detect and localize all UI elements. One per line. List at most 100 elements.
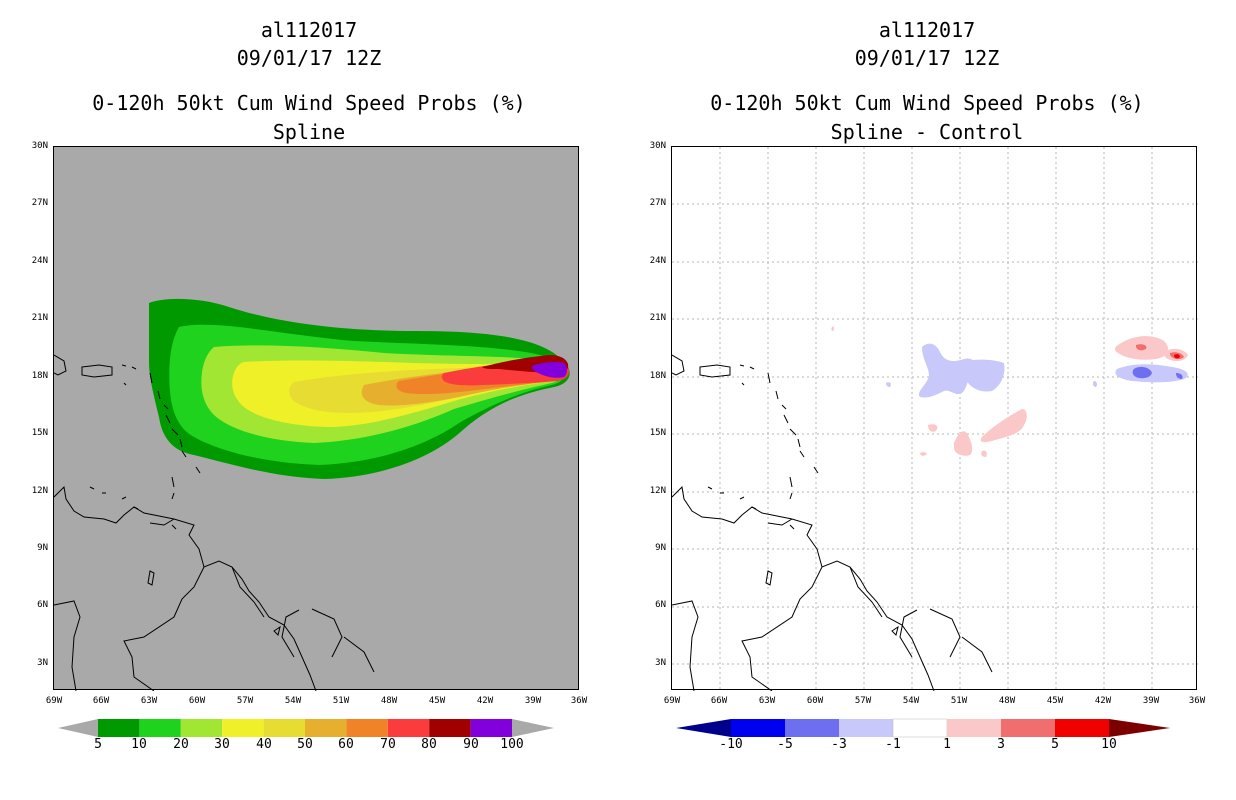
diff-positive-area	[980, 409, 1027, 443]
lat-label: 24N	[649, 256, 666, 266]
lat-label: 18N	[31, 371, 48, 381]
lat-label: 15N	[31, 428, 48, 438]
colorbar-segment	[785, 719, 839, 737]
trinidad-coast	[149, 518, 177, 530]
venezuela-coast	[54, 485, 317, 691]
lon-label: 36W	[570, 696, 588, 706]
method-subtitle: Spline	[272, 120, 346, 144]
difference-map	[672, 147, 1198, 691]
colorbar-segment	[305, 719, 347, 737]
colorbar-label: 90	[463, 737, 479, 752]
lat-label: 18N	[649, 371, 666, 381]
south-america-interior	[672, 566, 993, 691]
colorbar-label: 70	[380, 737, 396, 752]
storm-id-title: al112017	[260, 18, 358, 42]
lon-label: 66W	[92, 696, 110, 706]
colorbar-segment	[892, 718, 948, 738]
lon-label: 54W	[284, 696, 302, 706]
lake-maracaibo	[765, 570, 773, 586]
virgin-islands-coast	[121, 364, 137, 386]
lat-label: 3N	[37, 658, 48, 668]
probability-map	[54, 298, 570, 691]
grid-lines	[672, 147, 1198, 691]
river-mark	[891, 625, 899, 636]
difference-map-panel: al112017 09/01/17 12Z 0-120h 50kt Cum Wi…	[618, 0, 1236, 800]
lon-label: 57W	[854, 696, 872, 706]
lat-label: 30N	[31, 141, 48, 151]
map-plot-area	[53, 146, 579, 691]
lat-label: 12N	[649, 486, 666, 496]
product-title: 0-120h 50kt Cum Wind Speed Probs (%)	[92, 91, 526, 115]
lon-label: 42W	[1094, 696, 1112, 706]
lat-label: 21N	[649, 313, 666, 323]
method-subtitle: Spline - Control	[830, 120, 1024, 144]
river-mark	[273, 625, 281, 636]
colorbar-segment	[947, 719, 1001, 737]
lon-label: 39W	[524, 696, 542, 706]
lat-label: 12N	[31, 486, 48, 496]
forecast-time-title: 09/01/17 12Z	[236, 46, 382, 70]
colorbar-label: 30	[214, 737, 230, 752]
trinidad-coast	[767, 518, 795, 530]
colorbar-label: -3	[831, 737, 847, 752]
colorbar-over-arrow	[1109, 719, 1170, 737]
lon-label: 51W	[332, 696, 350, 706]
colorbar-label: 40	[256, 737, 272, 752]
lat-label: 21N	[31, 313, 48, 323]
lake-maracaibo	[147, 570, 155, 586]
colorbar-segment	[180, 719, 223, 737]
lon-label: 63W	[758, 696, 776, 706]
colorbar-label: -10	[719, 737, 743, 752]
lat-label: 27N	[31, 198, 48, 208]
colorbar-label: 60	[338, 737, 354, 752]
colorbar-label: 10	[131, 737, 147, 752]
lesser-antilles-coast	[149, 372, 201, 500]
probability-colorbar	[58, 719, 554, 737]
puerto-rico-coast	[699, 364, 731, 378]
lon-label: 48W	[998, 696, 1016, 706]
lon-label: 51W	[950, 696, 968, 706]
colorbar-segment	[470, 719, 512, 737]
colorbar-label: 20	[173, 737, 189, 752]
colorbar-segment	[346, 719, 388, 737]
lesser-antilles-coast	[767, 372, 819, 500]
diff-negative-area	[886, 382, 891, 387]
difference-colorbar	[676, 718, 1170, 738]
colorbar-under-arrow	[58, 719, 98, 737]
colorbar-label: 3	[997, 737, 1005, 752]
lon-label: 42W	[476, 696, 494, 706]
lon-label: 69W	[663, 696, 681, 706]
storm-id-title: al112017	[878, 18, 976, 42]
colorbar-label: 5	[94, 737, 102, 752]
diff-positive-area	[1136, 344, 1147, 351]
lon-label: 60W	[188, 696, 206, 706]
colorbar-segment	[839, 719, 893, 737]
small-islands	[89, 486, 139, 510]
colorbar-label: -5	[777, 737, 793, 752]
small-islands	[707, 486, 757, 510]
lon-label: 54W	[902, 696, 920, 706]
colorbar-segment	[222, 719, 264, 737]
diff-negative-area	[918, 343, 975, 398]
forecast-time-title: 09/01/17 12Z	[854, 46, 1000, 70]
lat-label: 3N	[655, 658, 666, 668]
colorbar-under-arrow	[676, 719, 731, 737]
colorbar-segment	[139, 719, 181, 737]
colorbar-label: 100	[500, 737, 524, 752]
lat-label: 24N	[31, 256, 48, 266]
colorbar-label: 10	[1101, 737, 1117, 752]
diff-positive-area	[981, 450, 987, 457]
diff-positive-area	[920, 452, 927, 456]
product-title: 0-120h 50kt Cum Wind Speed Probs (%)	[710, 91, 1144, 115]
diff-negative-area	[1176, 373, 1183, 379]
lat-label: 30N	[649, 141, 666, 151]
lat-label: 6N	[655, 600, 666, 610]
colorbar-segment	[263, 719, 305, 737]
diff-positive-area	[1174, 354, 1180, 359]
colorbar-label: 1	[943, 737, 951, 752]
lon-label: 39W	[1142, 696, 1160, 706]
lat-label: 9N	[655, 543, 666, 553]
colorbar-segment	[731, 719, 785, 737]
lon-label: 69W	[45, 696, 63, 706]
colorbar-label: 5	[1051, 737, 1059, 752]
